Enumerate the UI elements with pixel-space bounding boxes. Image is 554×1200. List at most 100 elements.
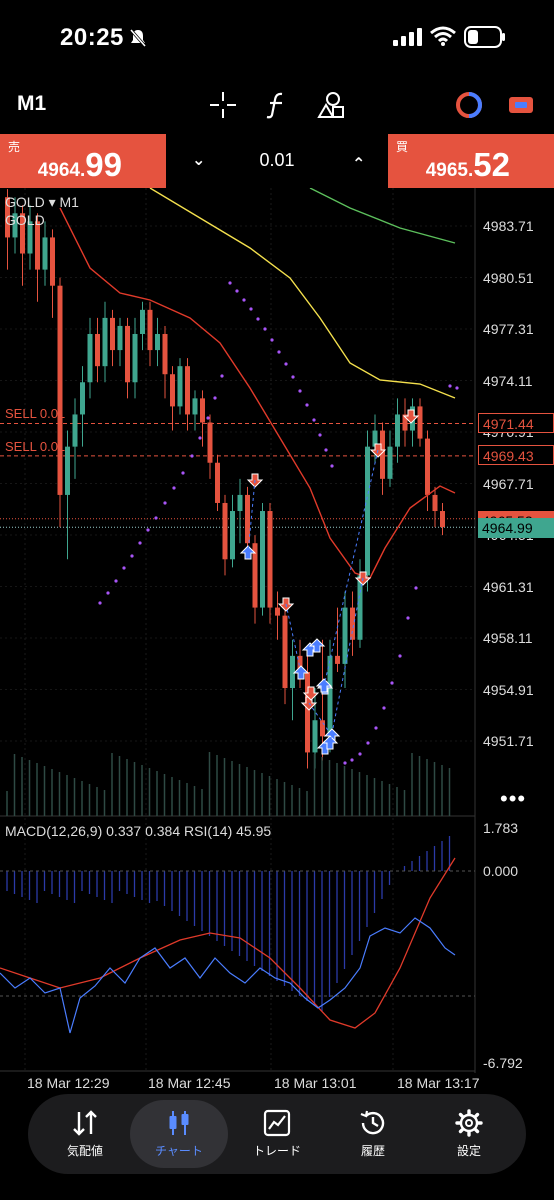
nav-trade[interactable]: トレード: [228, 1100, 326, 1168]
candle-body: [72, 414, 78, 447]
candle-body: [200, 398, 205, 423]
price-chart[interactable]: GOLD ▾ M1 GOLD 4983.71 4980.51 4977.31 4974…: [0, 188, 554, 1091]
increase-lot-chevron-up-icon[interactable]: ⌃: [352, 156, 366, 173]
nav-settings[interactable]: 設定: [420, 1100, 518, 1168]
candle-body: [365, 446, 370, 576]
chart-symbol-label: GOLD ▾ M1 GOLD: [5, 194, 79, 228]
sar-dot: [220, 374, 224, 378]
candle-body: [155, 333, 160, 351]
candle-body: [440, 511, 445, 528]
nav-history[interactable]: 履歴: [324, 1100, 422, 1168]
chart-canvas[interactable]: [0, 188, 554, 1078]
status-time: 20:25: [60, 24, 124, 51]
candle-body: [132, 333, 138, 383]
sell-arrow-icon: [402, 409, 420, 424]
wifi-icon: [430, 26, 456, 46]
lot-size-control: ⌄ 0.01 ⌃: [166, 134, 388, 188]
time-axis-label: 18 Mar 12:29: [27, 1075, 110, 1091]
time-axis-label: 18 Mar 13:17: [397, 1075, 480, 1091]
history-icon: [360, 1110, 385, 1135]
candle-body: [12, 213, 18, 238]
price-axis-label: 4983.71: [483, 218, 534, 234]
rsi-line: [0, 917, 456, 1034]
buy-button[interactable]: 買 4965.52: [388, 134, 554, 188]
order-line-label[interactable]: SELL 0.01: [5, 439, 66, 454]
candle-body: [185, 366, 190, 415]
sar-dot: [256, 317, 260, 321]
candle-body: [65, 446, 70, 495]
candle-body: [35, 221, 40, 270]
sar-dot: [398, 654, 402, 658]
sar-dot: [122, 566, 126, 570]
candle-body: [380, 430, 385, 479]
candle-body: [290, 655, 295, 689]
trade-connector: [308, 702, 333, 737]
sar-dot: [181, 471, 185, 475]
candle-body: [372, 430, 378, 447]
more-options-icon[interactable]: •••: [500, 786, 527, 811]
candle-body: [20, 213, 25, 254]
candle-body: [162, 333, 168, 375]
one-click-trading-icon[interactable]: [454, 90, 484, 120]
price-axis-label: 4954.91: [483, 681, 534, 698]
candle-body: [5, 197, 10, 238]
sar-dot: [146, 528, 150, 532]
sar-dot: [235, 289, 239, 293]
decrease-lot-chevron-down-icon[interactable]: ⌄: [192, 152, 206, 169]
candle-body: [275, 607, 280, 616]
sar-dot: [172, 486, 176, 490]
candle-body: [335, 655, 340, 664]
candle-body: [170, 374, 175, 407]
bid-price-badge: 4964.99: [478, 518, 554, 538]
nav-quotes[interactable]: 気配値: [36, 1100, 134, 1168]
bottom-navigation: 気配値 チャート トレード 履歴: [28, 1094, 526, 1174]
sar-dot: [98, 601, 102, 605]
candle-body: [27, 221, 33, 254]
candle-body: [50, 237, 55, 286]
status-bar: 20:25: [0, 0, 554, 76]
candle-body: [95, 333, 100, 367]
candle-body: [87, 333, 93, 383]
candle-body: [252, 543, 258, 608]
trade-levels-icon[interactable]: [506, 90, 536, 120]
candle-body: [327, 655, 333, 737]
ma-line: [149, 188, 456, 399]
candle-body: [387, 446, 393, 479]
trade-connector: [323, 449, 379, 687]
candle-body: [282, 615, 288, 689]
candle-body: [57, 285, 63, 495]
sar-dot: [406, 616, 410, 620]
time-axis-label: 18 Mar 13:01: [274, 1075, 357, 1091]
crosshair-icon[interactable]: [208, 90, 238, 120]
sell-button[interactable]: 売 4964.99: [0, 134, 166, 188]
candle-body: [215, 462, 220, 503]
sar-dot: [263, 327, 267, 331]
candle-body: [260, 511, 265, 608]
order-line-label[interactable]: SELL 0.01: [5, 406, 66, 421]
sar-dot: [242, 298, 246, 302]
macd-axis-label: 1.783: [483, 820, 519, 836]
sar-dot: [277, 350, 281, 354]
sar-dot: [138, 541, 142, 545]
sar-dot: [291, 375, 295, 379]
sar-dot: [130, 554, 134, 558]
indicator-function-icon[interactable]: [262, 90, 292, 120]
macd-axis-label: -6.792: [483, 1055, 523, 1071]
sar-dot: [249, 307, 253, 311]
sar-dot: [414, 586, 418, 590]
candle-body: [297, 655, 303, 672]
candle-body: [237, 494, 243, 512]
signal-icon: [393, 28, 422, 46]
candle-body: [357, 575, 363, 640]
sell-arrow-icon: [302, 686, 320, 701]
sar-dot: [312, 418, 316, 422]
settings-icon: [455, 1109, 483, 1137]
drawing-objects-icon[interactable]: [316, 90, 346, 120]
timeframe-button[interactable]: M1: [17, 92, 47, 115]
sar-dot: [114, 579, 118, 583]
candle-body: [432, 494, 438, 512]
chart-icon: [169, 1111, 189, 1135]
nav-chart[interactable]: チャート: [130, 1100, 228, 1168]
buy-arrow-icon: [321, 735, 339, 750]
lot-size-value[interactable]: 0.01: [259, 150, 295, 170]
